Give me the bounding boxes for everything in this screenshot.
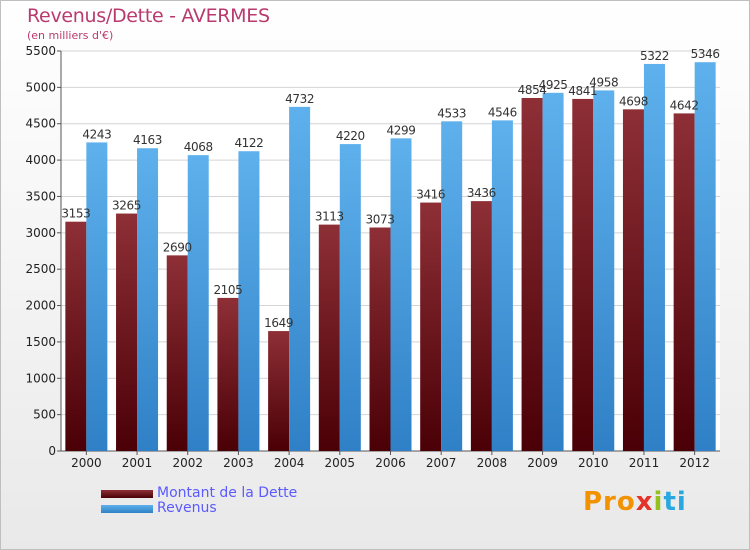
x-tick-label: 2000 (71, 456, 102, 470)
data-label-dette: 4698 (619, 94, 648, 108)
y-tick-label: 1000 (25, 371, 56, 385)
chart-title: Revenus/Dette - AVERMES (27, 5, 270, 27)
data-label-revenus: 5346 (691, 47, 720, 61)
data-label-revenus: 4122 (234, 136, 263, 150)
legend-swatch-revenus (101, 505, 153, 513)
data-label-revenus: 4299 (387, 123, 416, 137)
data-label-dette: 2105 (213, 283, 242, 297)
x-tick-label: 2002 (172, 456, 203, 470)
data-label-revenus: 4163 (133, 133, 162, 147)
y-tick-label: 1500 (25, 335, 56, 349)
data-label-dette: 3073 (366, 213, 395, 227)
data-label-revenus: 4546 (488, 105, 517, 119)
data-label-dette: 3265 (112, 199, 141, 213)
legend-swatch-dette (101, 490, 153, 498)
y-tick-label: 500 (33, 408, 56, 422)
x-tick-label: 2006 (375, 456, 406, 470)
data-label-dette: 3113 (315, 210, 344, 224)
bar-dette (622, 109, 644, 451)
x-tick-label: 2005 (325, 456, 356, 470)
x-tick-label: 2001 (122, 456, 153, 470)
bar-dette (572, 98, 594, 451)
bar-revenus (86, 142, 108, 451)
bar-dette (420, 202, 442, 451)
data-label-dette: 3436 (467, 186, 496, 200)
bar-revenus (593, 90, 615, 451)
x-tick-label: 2003 (223, 456, 254, 470)
x-tick-label: 2012 (679, 456, 710, 470)
x-tick-label: 2010 (578, 456, 609, 470)
x-tick-label: 2007 (426, 456, 457, 470)
data-label-revenus: 4220 (336, 129, 365, 143)
bar-revenus (137, 148, 159, 451)
bar-dette (521, 97, 543, 452)
x-tick-label: 2009 (527, 456, 558, 470)
data-label-revenus: 4243 (82, 127, 111, 141)
bar-revenus (339, 144, 361, 451)
y-tick-label: 3500 (25, 189, 56, 203)
data-label-dette: 3153 (61, 207, 90, 221)
bar-dette (217, 297, 239, 451)
bar-chart: 0 500 1000 1500 2000 2500 3000 3500 4000 4500 5000… (25, 44, 720, 470)
chart-subtitle: (en milliers d'€) (27, 29, 114, 42)
bar-revenus (491, 120, 513, 451)
bar-dette (369, 227, 391, 451)
y-tick-label: 4500 (25, 117, 56, 131)
bar-revenus (542, 92, 564, 452)
bar-dette (65, 221, 87, 451)
data-label-dette: 4841 (568, 84, 597, 98)
x-tick-label: 2008 (477, 456, 508, 470)
y-tick-label: 0 (48, 444, 56, 458)
data-label-dette: 3416 (416, 188, 445, 202)
data-label-revenus: 4533 (437, 106, 466, 120)
legend-label-revenus: Revenus (157, 500, 217, 516)
data-label-revenus: 4958 (589, 75, 618, 89)
y-tick-label: 5500 (25, 44, 56, 58)
data-label-dette: 4854 (518, 83, 547, 97)
bar-revenus (238, 151, 260, 451)
bar-revenus (694, 62, 716, 451)
bar-revenus (643, 63, 665, 451)
y-tick-label: 2500 (25, 262, 56, 276)
bar-revenus (187, 155, 209, 452)
data-label-revenus: 4732 (285, 92, 314, 106)
data-label-dette: 1649 (264, 316, 293, 330)
bar-dette (116, 213, 138, 451)
data-label-revenus: 5322 (640, 49, 669, 63)
bar-revenus (289, 106, 311, 451)
bar-dette (673, 113, 695, 452)
data-label-revenus: 4068 (184, 140, 213, 154)
bar-dette (470, 201, 492, 451)
y-tick-label: 5000 (25, 80, 56, 94)
bar-dette (318, 224, 340, 451)
data-label-revenus: 4925 (539, 78, 568, 92)
x-tick-label: 2011 (629, 456, 660, 470)
y-tick-label: 3000 (25, 226, 56, 240)
proxiti-logo: Proxiti (583, 487, 687, 517)
data-label-dette: 4642 (670, 98, 699, 112)
y-tick-label: 4000 (25, 153, 56, 167)
bar-revenus (390, 138, 412, 451)
x-tick-label: 2004 (274, 456, 305, 470)
bar-dette (166, 255, 188, 451)
bar-revenus (441, 121, 463, 451)
y-tick-label: 2000 (25, 299, 56, 313)
data-label-dette: 2690 (163, 240, 192, 254)
bar-dette (268, 331, 290, 451)
legend-label-dette: Montant de la Dette (157, 485, 298, 501)
